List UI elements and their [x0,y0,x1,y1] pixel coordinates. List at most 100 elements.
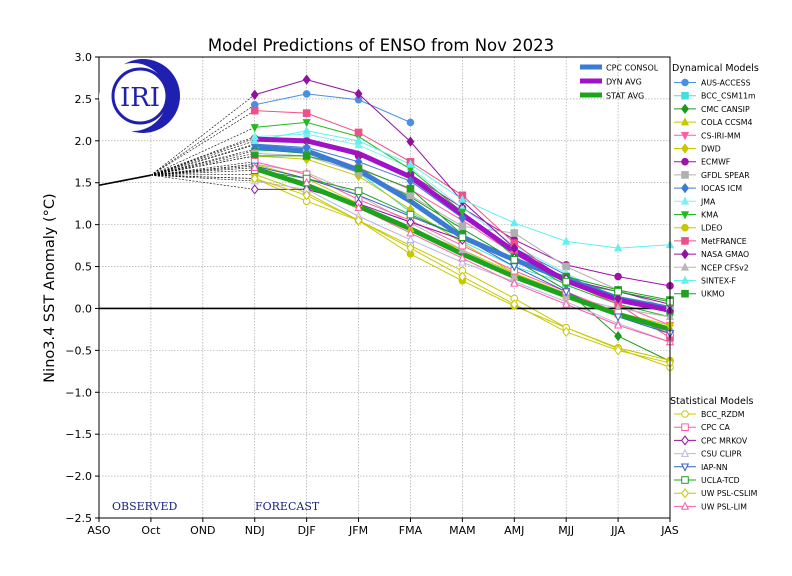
marker-nasa-gmao [614,293,623,304]
marker-uw-psl-lim [250,162,259,171]
connector-iocas-icm [150,143,255,176]
marker-uw-psl-cslim [250,173,259,184]
stat-legend-label-iap-nn: IAP-NN [701,463,728,472]
dyn-legend-marker-cola-ccsm4 [680,117,690,126]
logo-text: IRI [120,83,160,113]
marker-iocas-icm [302,142,311,153]
x-tick-label: ASO [87,524,111,537]
marker-sintex-f [406,159,415,168]
stat-legend-marker-iap-nn [680,463,690,472]
connector-metfrance [150,110,255,176]
stat-legend-label-ucla-tcd: UCLA-TCD [701,476,740,485]
marker-ukmo [354,164,363,173]
dyn-legend-marker-ncep-cfsv2 [680,262,690,271]
marker-kma [458,208,467,217]
y-tick-label: −0.5 [65,344,92,357]
plot-frame [98,56,671,519]
x-tick-label: OND [190,524,215,537]
y-tick-label: −2.5 [65,512,92,525]
dyn-legend-marker-cmc-cansip [681,103,689,115]
stat-legend-marker-bcc-rzdm [681,410,689,418]
dynamical-legend: Dynamical Models AUS-ACCESS BCC_CSM11m CMC… [672,63,759,299]
iri-logo: IRI [99,59,180,133]
observed-label: OBSERVED [112,500,178,513]
marker-nasa-gmao [250,89,259,100]
marker-nasa-gmao [354,88,363,100]
marker-uw-psl-lim [354,202,363,212]
marker-uw-psl-lim [406,228,415,237]
marker-kma [302,119,311,128]
connector-cmc-cansip [150,148,255,176]
consensus-legend-label-cpc-consol: CPC CONSOL [606,64,659,73]
connector-gfdl-spear [150,153,255,176]
statistical-legend: Statistical Models BCC_RZDM CPC CA CPC MRK… [670,396,757,511]
marker-uw-psl-lim [510,278,519,287]
x-tick-label: MAM [449,524,476,537]
dyn-legend-label-jma: JMA [700,197,716,206]
stat-legend-marker-uw-psl-cslim [681,488,689,499]
dyn-legend-label-dwd: DWD [701,145,721,154]
y-tick-label: −1.0 [65,386,92,399]
stat-legend-label-bcc-rzdm: BCC_RZDM [701,410,745,419]
marker-uw-psl-cslim [562,326,571,338]
marker-gfdl-spear [406,191,415,200]
x-tick-label: AMJ [504,524,524,537]
y-tick-label: −2.0 [65,470,92,483]
observed-line [98,174,152,187]
stat-legend-label-uw-psl-lim: UW PSL-LIM [701,502,747,511]
dyn-legend-label-kma: KMA [701,211,719,220]
consensus-legend-label-dyn-avg: DYN AVG [606,78,642,87]
marker-aus-access [302,90,311,98]
marker-uw-psl-lim [458,253,467,262]
marker-iocas-icm [458,212,467,224]
marker-uw-psl-cslim [510,299,519,310]
marker-ucla-tcd [458,233,467,242]
marker-cmc-cansip [614,330,623,342]
dyn-legend-label-cola-ccsm4: COLA CCSM4 [701,118,752,127]
x-tick-label: FMA [399,524,423,537]
y-tick-label: 1.0 [75,219,93,232]
dyn-legend-label-ldeo: LDEO [701,224,722,233]
marker-jma [354,140,363,149]
marker-uw-psl-cslim [458,271,467,282]
y-axis-label: Nino3.4 SST Anomaly (°C) [42,193,58,382]
x-axis-ticks: ASO Oct OND NDJ DJF JFM FMA MAM AMJ MJJ JJA JAS [87,518,679,537]
marker-sintex-f [354,135,363,145]
x-tick-label: DJF [298,524,316,537]
marker-metfrance [354,128,363,137]
marker-nasa-gmao [510,242,519,254]
dyn-legend-marker-jma [680,196,690,205]
chart-title: Model Predictions of ENSO from Nov 2023 [208,36,554,55]
marker-iap-nn [510,263,519,272]
dyn-legend-label-bcc-csm11m: BCC_CSM11m [701,92,756,101]
stat-legend-label-cpc-mrkov: CPC MRKOV [701,436,748,445]
dyn-legend-label-ncep-cfsv2: NCEP CFSv2 [701,263,749,272]
dyn-legend-marker-dwd [681,143,689,154]
marker-uw-psl-lim [562,299,571,308]
stat-legend-label-csu-clipr: CSU CLIPR [701,450,742,459]
dyn-legend-marker-bcc-csm11m [681,91,689,100]
x-tick-label: Oct [141,524,161,537]
marker-uw-psl-cslim [614,345,623,356]
marker-sintex-f [458,194,467,203]
y-tick-label: 2.0 [75,135,93,148]
dyn-legend-label-ecmwf: ECMWF [701,158,731,167]
marker-sintex-f [562,236,571,245]
dyn-legend-label-gfdl-spear: GFDL SPEAR [701,171,750,180]
marker-ucla-tcd [354,187,363,195]
forecast-label: FORECAST [255,500,320,513]
stat-legend-label-cpc-ca: CPC CA [701,423,731,432]
marker-iap-nn [613,313,623,322]
y-tick-label: 1.5 [75,177,93,190]
consensus-legend-label-stat-avg: STAT AVG [606,92,644,101]
marker-nasa-gmao [406,136,415,147]
y-tick-label: −1.5 [65,428,92,441]
stat-legend-marker-ucla-tcd [681,476,689,484]
stat-legend-marker-uw-psl-lim [680,501,690,510]
marker-nasa-gmao [302,74,311,85]
dyn-legend-marker-nasa-gmao [681,248,689,260]
stat-legend-marker-csu-clipr [680,448,690,457]
stat-legend-marker-cpc-ca [681,423,689,431]
x-tick-label: JFM [348,524,368,537]
marker-uw-psl-cslim [302,190,311,201]
